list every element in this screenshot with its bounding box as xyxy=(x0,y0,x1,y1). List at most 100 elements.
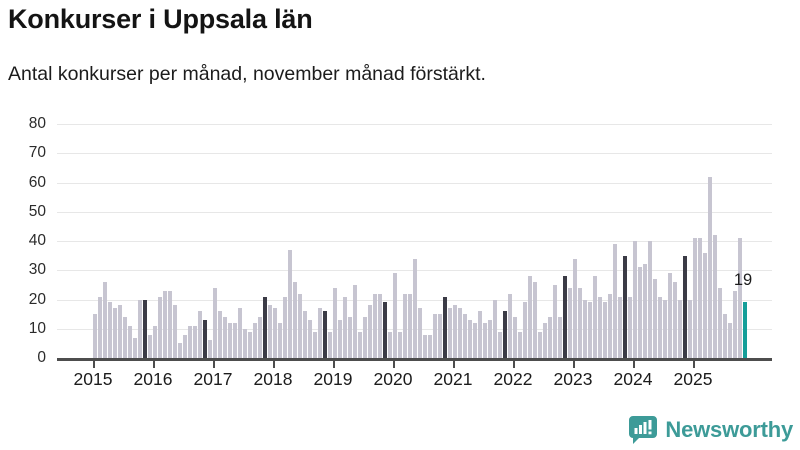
bar-2025-09 xyxy=(733,290,737,358)
bar-2025-08 xyxy=(728,322,732,358)
bar-2024-12 xyxy=(688,299,692,358)
y-axis-tick-40: 40 xyxy=(28,232,46,249)
bar-2015-05 xyxy=(113,308,117,358)
bar-2020-01 xyxy=(393,273,397,358)
gridline-50 xyxy=(57,211,772,213)
bar-2024-10 xyxy=(678,299,682,358)
bar-2015-11 xyxy=(143,299,147,358)
x-axis-label-2016: 2016 xyxy=(133,369,173,389)
bar-2020-02 xyxy=(398,331,402,358)
bar-2019-08 xyxy=(368,305,372,358)
newsworthy-chart-bubble-icon xyxy=(628,415,658,444)
bar-2018-07 xyxy=(303,311,307,358)
bar-2023-01 xyxy=(573,258,577,358)
bar-2021-05 xyxy=(473,322,477,358)
bar-2016-12 xyxy=(208,340,212,358)
x-axis-tick-2018 xyxy=(273,361,275,368)
bar-2022-04 xyxy=(528,276,532,358)
bar-2015-07 xyxy=(123,317,127,358)
bar-2022-07 xyxy=(543,322,547,358)
x-axis-label-2021: 2021 xyxy=(433,369,473,389)
bar-2024-02 xyxy=(638,267,642,358)
bar-2022-05 xyxy=(533,281,537,358)
bar-2017-11 xyxy=(263,296,267,358)
bar-2019-12 xyxy=(388,331,392,358)
bar-2023-06 xyxy=(598,296,602,358)
bar-2018-08 xyxy=(308,319,312,358)
bar-2025-07 xyxy=(723,314,727,358)
x-axis-tick-2021 xyxy=(453,361,455,368)
bar-2016-05 xyxy=(173,305,177,358)
x-axis-label-2020: 2020 xyxy=(373,369,413,389)
bar-2021-01 xyxy=(453,305,457,358)
chart-title: Konkurser i Uppsala län xyxy=(8,4,313,34)
bar-2022-12 xyxy=(568,287,572,358)
bar-2023-02 xyxy=(578,287,582,358)
y-axis-tick-30: 30 xyxy=(28,261,46,279)
bar-2021-04 xyxy=(468,319,472,358)
bar-2015-12 xyxy=(148,334,152,358)
bar-2019-10 xyxy=(378,293,382,358)
bar-2015-04 xyxy=(108,302,112,358)
x-axis-tick-2025 xyxy=(693,361,695,368)
bar-2023-05 xyxy=(593,276,597,358)
bar-2018-02 xyxy=(278,322,282,358)
bar-2016-09 xyxy=(193,325,197,358)
x-axis-tick-2015 xyxy=(93,361,95,368)
bar-2020-09 xyxy=(433,314,437,358)
bar-2024-05 xyxy=(653,279,657,358)
bar-2021-06 xyxy=(478,311,482,358)
x-axis-label-2025: 2025 xyxy=(673,369,713,389)
newsworthy-wordmark: Newsworthy xyxy=(665,416,793,442)
bar-2018-01 xyxy=(273,308,277,358)
bar-2024-03 xyxy=(643,264,647,358)
bar-2023-12 xyxy=(628,296,632,358)
bar-2021-11 xyxy=(503,311,507,358)
y-axis-tick-80: 80 xyxy=(28,115,46,132)
bar-2025-03 xyxy=(703,252,707,358)
bar-2025-06 xyxy=(718,287,722,358)
bar-2017-08 xyxy=(248,331,252,358)
bar-2018-06 xyxy=(298,293,302,358)
bar-2016-06 xyxy=(178,343,182,358)
bar-2019-06 xyxy=(358,331,362,358)
bar-2017-10 xyxy=(258,317,262,358)
bar-2017-05 xyxy=(233,322,237,358)
bar-2020-03 xyxy=(403,293,407,358)
bar-2017-06 xyxy=(238,308,242,358)
x-axis-label-2019: 2019 xyxy=(313,369,353,389)
gridline-40 xyxy=(57,241,772,242)
x-axis-tick-2019 xyxy=(333,361,335,368)
bar-2015-08 xyxy=(128,325,132,358)
y-axis-tick-20: 20 xyxy=(28,290,46,308)
bar-2015-03 xyxy=(103,281,107,358)
bar-2021-02 xyxy=(458,308,462,358)
gridline-60 xyxy=(57,182,772,184)
bar-2024-06 xyxy=(658,296,662,358)
bar-2016-02 xyxy=(158,296,162,358)
bar-2023-03 xyxy=(583,299,587,358)
x-axis-label-2023: 2023 xyxy=(553,369,593,389)
bar-2023-07 xyxy=(603,302,607,358)
bar-2022-11 xyxy=(563,276,567,358)
bar-2019-11 xyxy=(383,302,387,358)
x-axis-tick-2020 xyxy=(393,361,395,368)
bar-2019-01 xyxy=(333,287,337,358)
bar-2018-03 xyxy=(283,296,287,358)
bar-2019-04 xyxy=(348,317,352,358)
bar-2016-07 xyxy=(183,334,187,358)
x-axis-tick-2022 xyxy=(513,361,515,368)
bar-2018-04 xyxy=(288,249,292,358)
x-axis-tick-2023 xyxy=(573,361,575,368)
bar-2022-09 xyxy=(553,284,557,358)
bar-2019-09 xyxy=(373,293,377,358)
bar-2024-11 xyxy=(683,255,687,358)
y-axis-tick-0: 0 xyxy=(37,349,46,366)
bar-2020-11 xyxy=(443,296,447,358)
newsworthy-logo: Newsworthy xyxy=(628,415,793,444)
bar-2025-02 xyxy=(698,238,702,358)
bar-2017-07 xyxy=(243,328,247,358)
bar-2020-06 xyxy=(418,308,422,358)
chart-subtitle: Antal konkurser per månad, november måna… xyxy=(8,63,486,85)
